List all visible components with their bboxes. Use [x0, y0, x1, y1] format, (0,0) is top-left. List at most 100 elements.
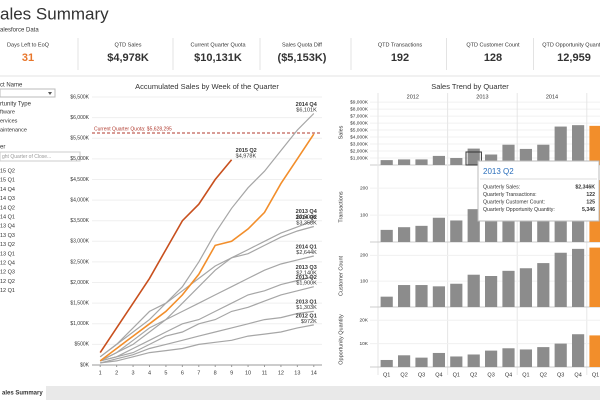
bar [572, 248, 585, 307]
bar [589, 125, 600, 165]
kpi-value: $10,131K [194, 52, 242, 64]
y-axis-label: Sales [338, 125, 344, 139]
x-tick-label: Q4 [435, 372, 442, 378]
bar [432, 155, 445, 165]
tab-label[interactable]: ales Summary [2, 391, 43, 397]
series-line [99, 225, 314, 358]
bar [432, 217, 445, 242]
y-tick-label: 20K [359, 317, 368, 323]
tooltip-value: 5,346 [582, 207, 595, 213]
bar [485, 154, 498, 165]
dropdown-arrow[interactable] [48, 92, 52, 95]
filter-label: rtunity Type [0, 102, 32, 108]
y-tick-label: $4,500K [70, 177, 89, 183]
bar [467, 354, 480, 367]
series-line [100, 286, 314, 362]
x-tick-label: Q3 [487, 372, 494, 378]
bar [537, 347, 550, 367]
y-tick-label: $4,000K [350, 134, 369, 140]
x-tick-label: 7 [197, 370, 200, 376]
y-tick-label: 200 [360, 253, 368, 259]
filter-option[interactable]: 13 Q2 [0, 242, 15, 248]
x-tick-label: 6 [181, 370, 184, 376]
filter-option[interactable]: aintenance [0, 127, 27, 133]
filter-option[interactable]: 12 Q2 [0, 279, 15, 285]
filter-option[interactable]: 13 Q4 [0, 224, 15, 230]
series-line [100, 310, 314, 364]
filter-option[interactable]: 14 Q1 [0, 214, 15, 220]
series-line [100, 276, 314, 362]
x-tick-label: 5 [164, 370, 167, 376]
filter-option[interactable]: ftware [0, 109, 15, 115]
y-tick-label: 200 [360, 185, 368, 191]
filter-option[interactable]: 15 Q2 [0, 168, 15, 174]
bar [502, 270, 515, 307]
tooltip-key: Quarterly Sales: [483, 184, 520, 190]
x-tick-label: 4 [148, 370, 151, 376]
filter-option[interactable]: 12 Q3 [0, 270, 15, 276]
bar [450, 220, 463, 242]
tooltip-key: Quarterly Customer Count: [483, 199, 545, 205]
series-line [100, 324, 314, 364]
series-name-label: 2013 Q1 [296, 300, 317, 306]
y-tick-label: 100 [360, 212, 368, 218]
y-tick-label: $4,000K [70, 197, 89, 203]
tooltip-value: 122 [586, 192, 595, 198]
x-tick-label: 13 [294, 370, 300, 376]
filter-option[interactable]: ervices [0, 118, 18, 124]
y-tick-label: $5,000K [350, 127, 369, 133]
bar [380, 160, 393, 165]
x-tick-label: Q3 [418, 372, 425, 378]
kpi-label: Sales Quota Diff [282, 42, 322, 48]
series-name-label: 2014 Q4 [296, 102, 318, 108]
x-tick-label: 10 [245, 370, 251, 376]
bar [502, 144, 515, 165]
search-placeholder[interactable]: ght Quarter of Close... [2, 154, 51, 160]
bar [415, 357, 428, 367]
series-line [99, 113, 315, 358]
reference-label: Current Quarter Quota: $5,628,295 [94, 126, 172, 132]
kpi-label: QTD Opportunity Quantity [542, 42, 600, 48]
series-name-label: 2013 Q2 [296, 275, 317, 281]
x-tick-label: Q1 [453, 372, 460, 378]
filter-option[interactable]: 12 Q1 [0, 288, 15, 294]
y-axis-label: Customer Count [338, 256, 344, 297]
filter-option[interactable]: 15 Q1 [0, 178, 15, 184]
filter-option[interactable]: 13 Q1 [0, 251, 15, 257]
tooltip-key: Quarterly Transactions: [483, 192, 537, 198]
hover-marker[interactable] [465, 151, 482, 166]
kpi-value: 12,959 [557, 52, 591, 64]
bar [432, 286, 445, 307]
chart-title: Sales Trend by Quarter [431, 82, 509, 91]
filter-option[interactable]: 12 Q4 [0, 260, 15, 266]
filter-option[interactable]: 14 Q2 [0, 205, 15, 211]
filter-option[interactable]: 14 Q4 [0, 187, 15, 193]
tab[interactable] [0, 386, 46, 400]
dropdown[interactable] [0, 88, 56, 98]
bar [537, 263, 550, 307]
search-box[interactable] [0, 151, 81, 162]
y-tick-label: $9,000K [350, 99, 369, 105]
y-tick-label: $1,000K [350, 155, 369, 161]
filter-option[interactable]: 14 Q3 [0, 196, 15, 202]
x-tick-label: Q2 [540, 372, 547, 378]
y-tick-label: $6,000K [70, 115, 89, 121]
series-line [99, 159, 233, 354]
data-label: $6,101K [296, 107, 317, 113]
bar [380, 359, 393, 367]
data-label: $3,358K [296, 221, 317, 227]
y-tick-label: $2,000K [70, 280, 89, 286]
y-tick-label: $2,000K [350, 148, 369, 154]
y-tick-label: $5,000K [70, 156, 89, 162]
y-tick-label: $6,000K [350, 120, 369, 126]
x-tick-label: 8 [214, 370, 217, 376]
bar [450, 158, 463, 165]
y-tick-label: 100 [360, 278, 368, 284]
x-tick-label: Q1 [522, 372, 529, 378]
kpi-label: QTD Transactions [378, 42, 423, 48]
series-line [99, 255, 314, 362]
filter-option[interactable]: 13 Q3 [0, 233, 15, 239]
bar [380, 229, 393, 242]
y-tick-label: $5,500K [70, 136, 89, 142]
